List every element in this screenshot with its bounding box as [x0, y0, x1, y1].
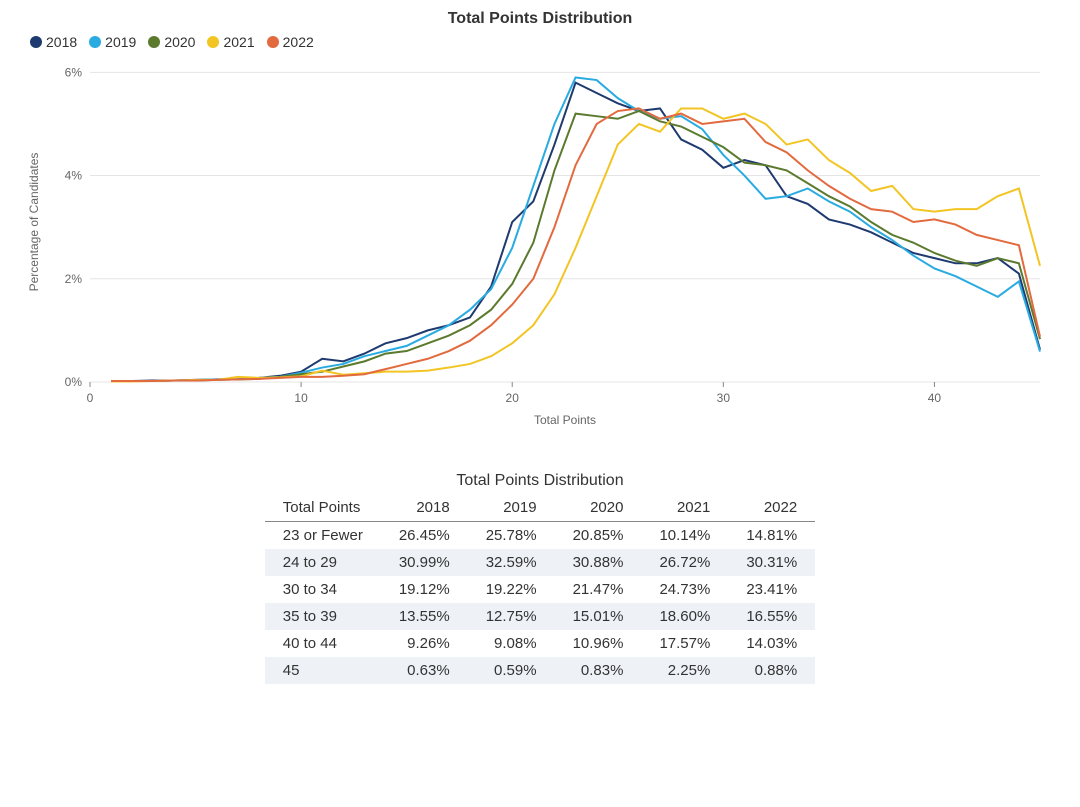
legend-item-2019: 2019 — [89, 34, 136, 50]
table-cell: 23.41% — [728, 576, 815, 603]
table-cell: 0.63% — [381, 657, 468, 684]
svg-text:20: 20 — [506, 391, 520, 405]
table-cell: 21.47% — [555, 576, 642, 603]
table-cell: 18.60% — [641, 603, 728, 630]
table-cell: 14.03% — [728, 630, 815, 657]
legend-dot-icon — [148, 36, 160, 48]
table-cell: 30.31% — [728, 549, 815, 576]
table-cell: 19.22% — [468, 576, 555, 603]
chart-svg: 0% 2% 4% 6% 0 10 20 30 40 Total Points Percentage … — [20, 52, 1060, 432]
table-row: 35 to 3913.55%12.75%15.01%18.60%16.55% — [265, 603, 815, 630]
table-block: Total Points Distribution Total Points20… — [20, 472, 1060, 684]
table-cell: 25.78% — [468, 522, 555, 550]
svg-text:0: 0 — [87, 391, 94, 405]
legend-item-2018: 2018 — [30, 34, 77, 50]
table-cell: 20.85% — [555, 522, 642, 550]
legend-item-2022: 2022 — [267, 34, 314, 50]
svg-text:4%: 4% — [65, 169, 83, 183]
table-cell: 30.99% — [381, 549, 468, 576]
svg-text:40: 40 — [928, 391, 942, 405]
distribution-table: Total Points20182019202020212022 23 or F… — [265, 494, 815, 684]
table-cell: 45 — [265, 657, 381, 684]
table-cell: 40 to 44 — [265, 630, 381, 657]
legend-dot-icon — [89, 36, 101, 48]
svg-text:10: 10 — [294, 391, 308, 405]
table-cell: 24 to 29 — [265, 549, 381, 576]
series-2021 — [111, 108, 1040, 381]
legend-item-2021: 2021 — [207, 34, 254, 50]
svg-text:30: 30 — [717, 391, 731, 405]
table-cell: 0.59% — [468, 657, 555, 684]
table-cell: 0.83% — [555, 657, 642, 684]
legend-dot-icon — [207, 36, 219, 48]
legend-label: 2018 — [46, 34, 77, 50]
table-cell: 35 to 39 — [265, 603, 381, 630]
table-cell: 15.01% — [555, 603, 642, 630]
table-row: 24 to 2930.99%32.59%30.88%26.72%30.31% — [265, 549, 815, 576]
table-row: 23 or Fewer26.45%25.78%20.85%10.14%14.81… — [265, 522, 815, 550]
table-header-cell: 2022 — [728, 494, 815, 522]
svg-text:6%: 6% — [65, 65, 83, 79]
chart-title: Total Points Distribution — [20, 10, 1060, 28]
table-cell: 10.96% — [555, 630, 642, 657]
legend-dot-icon — [267, 36, 279, 48]
table-cell: 26.72% — [641, 549, 728, 576]
table-cell: 23 or Fewer — [265, 522, 381, 550]
legend-label: 2019 — [105, 34, 136, 50]
table-title: Total Points Distribution — [20, 472, 1060, 490]
series-2022 — [111, 108, 1040, 381]
svg-text:2%: 2% — [65, 272, 83, 286]
table-header-cell: 2018 — [381, 494, 468, 522]
legend-label: 2022 — [283, 34, 314, 50]
table-cell: 0.88% — [728, 657, 815, 684]
series-2018 — [111, 83, 1040, 381]
chart-area: 0% 2% 4% 6% 0 10 20 30 40 Total Points Percentage … — [20, 52, 1060, 432]
table-cell: 14.81% — [728, 522, 815, 550]
table-cell: 13.55% — [381, 603, 468, 630]
table-header-cell: 2020 — [555, 494, 642, 522]
table-cell: 10.14% — [641, 522, 728, 550]
svg-text:Total Points: Total Points — [534, 413, 596, 427]
table-cell: 16.55% — [728, 603, 815, 630]
table-header-cell: 2019 — [468, 494, 555, 522]
legend-dot-icon — [30, 36, 42, 48]
svg-text:0%: 0% — [65, 375, 83, 389]
table-header-cell: Total Points — [265, 494, 381, 522]
table-cell: 24.73% — [641, 576, 728, 603]
legend-label: 2021 — [223, 34, 254, 50]
table-cell: 12.75% — [468, 603, 555, 630]
table-cell: 9.26% — [381, 630, 468, 657]
table-cell: 30.88% — [555, 549, 642, 576]
table-row: 40 to 449.26%9.08%10.96%17.57%14.03% — [265, 630, 815, 657]
table-row: 450.63%0.59%0.83%2.25%0.88% — [265, 657, 815, 684]
table-cell: 26.45% — [381, 522, 468, 550]
table-cell: 19.12% — [381, 576, 468, 603]
series-2019 — [111, 77, 1040, 380]
legend-item-2020: 2020 — [148, 34, 195, 50]
legend-label: 2020 — [164, 34, 195, 50]
table-cell: 17.57% — [641, 630, 728, 657]
table-row: 30 to 3419.12%19.22%21.47%24.73%23.41% — [265, 576, 815, 603]
table-header-cell: 2021 — [641, 494, 728, 522]
table-cell: 9.08% — [468, 630, 555, 657]
svg-text:Percentage of Candidates: Percentage of Candidates — [27, 153, 41, 292]
table-cell: 2.25% — [641, 657, 728, 684]
table-cell: 32.59% — [468, 549, 555, 576]
table-cell: 30 to 34 — [265, 576, 381, 603]
chart-legend: 2018 2019 2020 2021 2022 — [20, 34, 1060, 50]
